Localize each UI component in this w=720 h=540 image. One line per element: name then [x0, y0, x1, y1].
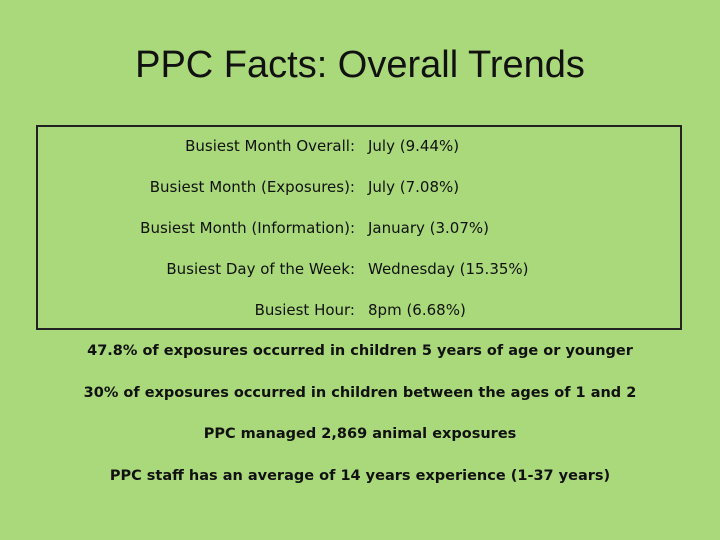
row-value: 8pm (6.68%): [368, 301, 466, 319]
fact-text: PPC staff has an average of 14 years exp…: [109, 467, 611, 484]
row-label: Busiest Day of the Week:: [166, 260, 355, 278]
row-value: Wednesday (15.35%): [368, 260, 529, 278]
row-value: July (9.44%): [368, 137, 460, 155]
row-value: July (7.08%): [368, 178, 460, 196]
row-label: Busiest Month (Information):: [140, 219, 355, 237]
slide-title: PPC Facts: Overall Trends: [135, 44, 585, 86]
row-label: Busiest Hour:: [254, 301, 355, 319]
row-label: Busiest Month (Exposures):: [149, 178, 355, 196]
fact-text: 30% of exposures occurred in children be…: [83, 384, 637, 401]
row-value: January (3.07%): [368, 219, 489, 237]
fact-text: 47.8% of exposures occurred in children …: [87, 343, 633, 359]
facts-table: Busiest Month Overall: July (9.44%) Busies…: [36, 125, 682, 330]
fact-text: PPC managed 2,869 animal exposures: [203, 426, 517, 442]
row-label: Busiest Month Overall:: [185, 137, 355, 155]
